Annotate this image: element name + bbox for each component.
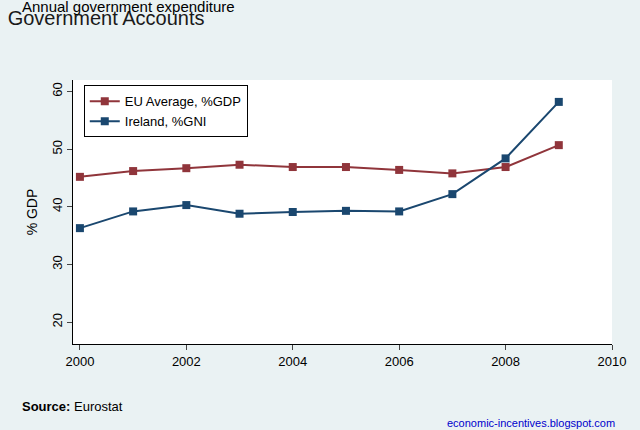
svg-text:20: 20 <box>50 313 65 327</box>
svg-text:60: 60 <box>50 82 65 96</box>
svg-text:50: 50 <box>50 140 65 154</box>
svg-text:economic-incentives.blogspot.c: economic-incentives.blogspot.com <box>447 417 615 429</box>
svg-text:2000: 2000 <box>65 354 94 369</box>
svg-text:Government Accounts: Government Accounts <box>8 7 205 29</box>
svg-text:2010: 2010 <box>598 354 627 369</box>
svg-text:Annual government expenditure: Annual government expenditure <box>22 0 235 15</box>
svg-text:40: 40 <box>50 198 65 212</box>
svg-text:Ireland, %GNI: Ireland, %GNI <box>125 114 207 129</box>
svg-text:Source: Eurostat: Source: Eurostat <box>22 399 123 414</box>
svg-text:30: 30 <box>50 255 65 269</box>
svg-text:2002: 2002 <box>172 354 201 369</box>
svg-text:2006: 2006 <box>385 354 414 369</box>
svg-text:2008: 2008 <box>491 354 520 369</box>
svg-text:2004: 2004 <box>278 354 307 369</box>
svg-text:EU Average, %GDP: EU Average, %GDP <box>125 94 241 109</box>
svg-text:% GDP: % GDP <box>24 189 40 236</box>
